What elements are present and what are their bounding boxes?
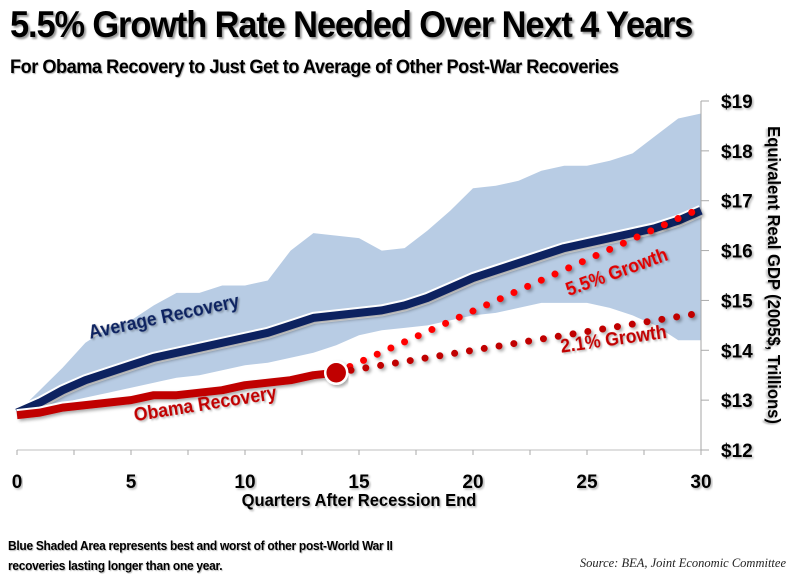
5-5-growth-line (332, 204, 705, 377)
y-tick-label: $17 (721, 192, 753, 213)
chart-title: 5.5% Growth Rate Needed Over Next 4 Year… (10, 4, 693, 45)
2-1-growth-line (332, 309, 705, 377)
x-axis-title: Quarters After Recession End (242, 489, 477, 510)
x-tick-label: 10 (234, 472, 255, 493)
y-tick-label: $16 (721, 242, 753, 263)
average-recovery-line (15, 207, 703, 417)
current-point-marker (323, 360, 349, 385)
x-tick-label: 30 (690, 472, 711, 493)
y-tick-label: $12 (721, 441, 753, 462)
y-tick-label: $15 (721, 291, 753, 312)
y-tick-label: $13 (721, 391, 753, 412)
y-tick-label: $14 (721, 341, 753, 362)
x-tick-label: 5 (126, 472, 137, 493)
footnote-line-2: recoveries lasting longer than one year. (8, 558, 223, 573)
footnote-line-1: Blue Shaded Area represents best and wor… (8, 538, 393, 553)
x-tick-label: 15 (348, 472, 370, 493)
y-tick-label: $18 (721, 142, 753, 163)
x-tick-label: 0 (12, 472, 23, 493)
y-axis-title: Equivalent Real GDP (2005$, Trillions) (764, 126, 785, 424)
recovery-range-band (17, 113, 701, 413)
x-tick-label: 25 (576, 472, 598, 493)
chart-subtitle: For Obama Recovery to Just Get to Averag… (10, 56, 619, 78)
x-tick-label: 20 (462, 472, 483, 493)
y-tick-label: $19 (721, 92, 753, 113)
footnote: Blue Shaded Area represents best and wor… (8, 536, 393, 576)
obama-recovery-line (16, 368, 337, 420)
2-1-growth-label: 2.1% Growth (559, 320, 668, 356)
source-note: Source: BEA, Joint Economic Committee (579, 556, 786, 570)
